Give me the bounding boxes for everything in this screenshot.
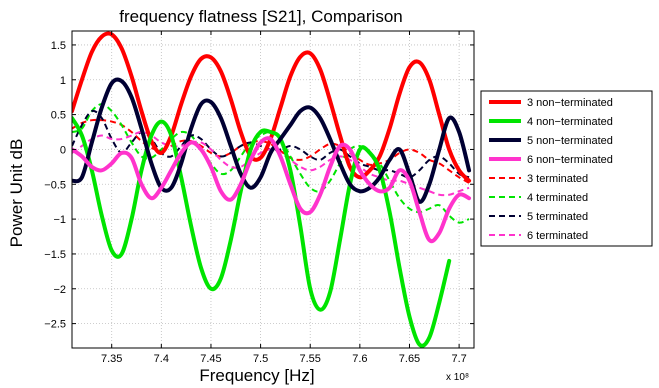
x-tick-label: 7.45 [200,353,221,365]
legend-label: 4 terminated [527,192,588,204]
legend-label: 4 non−terminated [527,116,613,128]
series-line-6 [72,103,470,224]
series-lines [72,31,472,348]
legend: 3 non−terminated 4 non−terminated 5 non−te… [480,90,653,247]
y-tick-label: −1 [53,214,66,226]
x-tick-label: 7.35 [101,353,122,365]
y-tick-label: −2.5 [44,319,66,331]
x-tick-label: 7.7 [451,353,466,365]
x-tick-label: 7.5 [253,353,268,365]
y-tick-label: −0.5 [44,179,66,191]
y-tick-label: 1.5 [51,40,66,52]
y-tick-label: 0 [60,144,66,156]
plot-area [71,30,475,349]
legend-label: 5 non−terminated [527,135,613,147]
x-axis-label: Frequency [Hz] [199,366,314,385]
legend-label: 5 terminated [527,211,588,223]
series-line-5 [72,118,470,184]
x-tick-label: 7.55 [300,353,321,365]
x-tick-label: 7.4 [154,353,169,365]
legend-box [480,90,653,247]
y-tick-label: −2 [53,284,66,296]
y-tick-label: 1 [60,75,66,87]
x-exponent-label: x 10⁸ [446,372,469,383]
legend-label: 3 non−terminated [527,97,613,109]
legend-label: 6 terminated [527,230,588,242]
series-line-2 [72,116,452,348]
axis-ticks: 7.35 7.4 7.45 7.5 7.55 7.6 7.65 7.7 −2.5 −2 −1.5 −1… [44,31,474,365]
series-line-3 [72,77,472,204]
y-tick-label: 0.5 [51,110,66,122]
y-tick-label: −1.5 [44,249,66,261]
legend-label: 6 non−terminated [527,154,613,166]
chart-title: frequency flatness [S21], Comparison [119,7,402,26]
legend-label: 3 terminated [527,173,588,185]
y-axis-label: Power Unit dB [7,139,26,248]
x-tick-label: 7.6 [352,353,367,365]
series-line-4 [72,136,472,244]
x-tick-label: 7.65 [399,353,420,365]
